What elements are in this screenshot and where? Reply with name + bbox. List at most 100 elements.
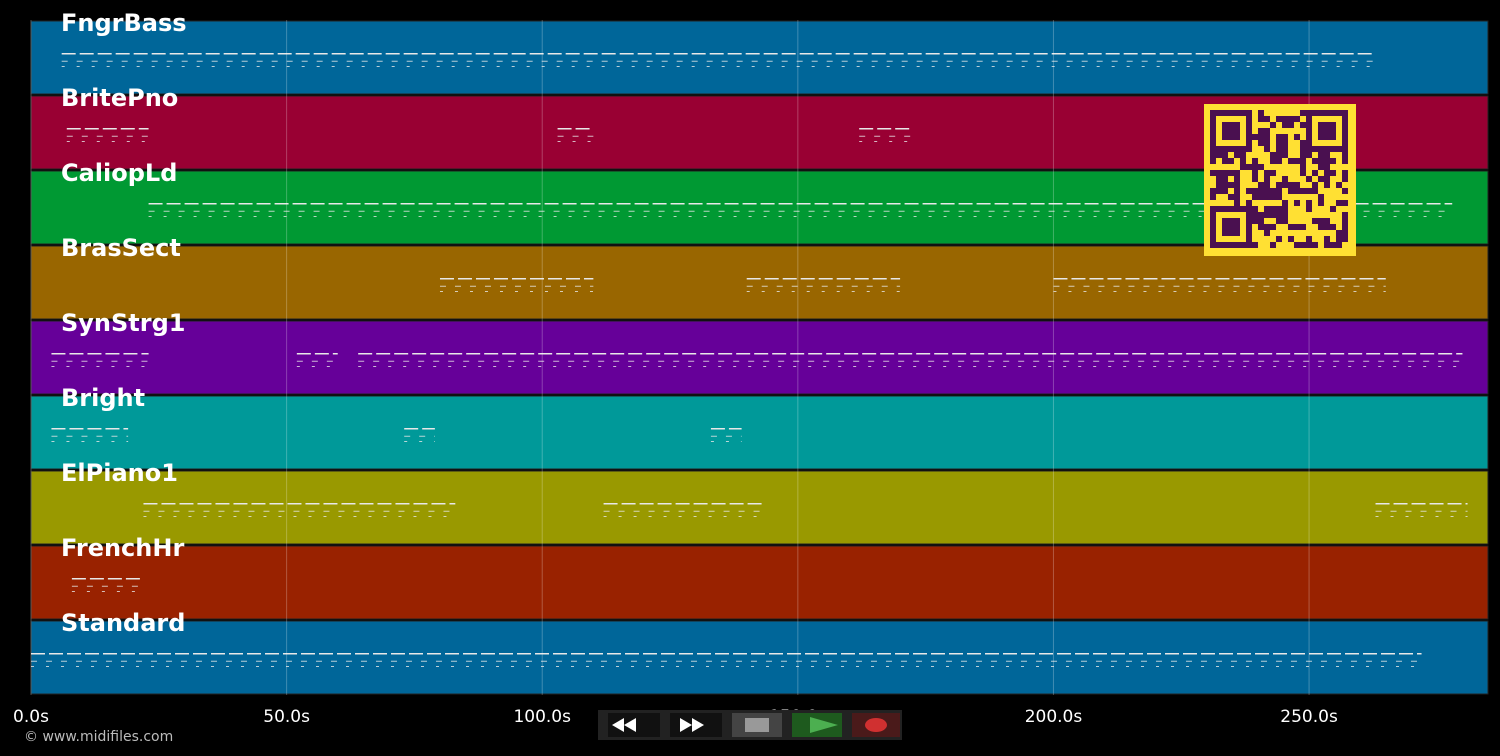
qr-cell: [1300, 224, 1306, 230]
qr-cell: [1312, 170, 1318, 176]
qr-cell: [1252, 158, 1258, 164]
qr-cell: [1288, 158, 1294, 164]
qr-cell: [1294, 182, 1300, 188]
qr-cell: [1342, 170, 1348, 176]
qr-cell: [1270, 242, 1276, 248]
qr-cell: [1312, 110, 1318, 116]
qr-cell: [1246, 116, 1252, 122]
qr-cell: [1270, 194, 1276, 200]
qr-cell: [1240, 152, 1246, 158]
play-icon: [810, 717, 838, 733]
qr-cell: [1258, 218, 1264, 224]
qr-cell: [1324, 158, 1330, 164]
qr-cell: [1228, 158, 1234, 164]
qr-cell: [1342, 188, 1348, 194]
qr-cell: [1210, 236, 1216, 242]
qr-cell: [1300, 110, 1306, 116]
record-button[interactable]: [852, 713, 900, 737]
qr-cell: [1342, 122, 1348, 128]
qr-cell: [1264, 176, 1270, 182]
qr-cell: [1246, 230, 1252, 236]
qr-cell: [1270, 212, 1276, 218]
qr-cell: [1306, 128, 1312, 134]
qr-cell: [1324, 236, 1330, 242]
qr-cell: [1324, 170, 1330, 176]
qr-cell: [1276, 134, 1282, 140]
qr-cell: [1264, 134, 1270, 140]
track-name: Standard: [61, 609, 185, 637]
qr-cell: [1330, 134, 1336, 140]
qr-cell: [1312, 146, 1318, 152]
qr-cell: [1252, 242, 1258, 248]
track-name: ElPiano1: [61, 459, 178, 487]
qr-cell: [1282, 134, 1288, 140]
qr-cell: [1342, 176, 1348, 182]
qr-cell: [1330, 170, 1336, 176]
qr-cell: [1276, 140, 1282, 146]
qr-cell: [1282, 122, 1288, 128]
forward-button[interactable]: [670, 713, 722, 737]
track-name: SynStrg1: [61, 309, 186, 337]
qr-cell: [1276, 182, 1282, 188]
qr-cell: [1216, 182, 1222, 188]
qr-cell: [1282, 200, 1288, 206]
qr-cell: [1318, 152, 1324, 158]
qr-cell: [1342, 158, 1348, 164]
qr-cell: [1246, 134, 1252, 140]
qr-cell: [1210, 134, 1216, 140]
rewind-button[interactable]: [608, 713, 660, 737]
qr-cell: [1342, 212, 1348, 218]
qr-cell: [1306, 134, 1312, 140]
qr-cell: [1282, 152, 1288, 158]
qr-cell: [1222, 122, 1228, 128]
qr-cell: [1276, 218, 1282, 224]
play-button[interactable]: [792, 713, 842, 737]
qr-cell: [1240, 242, 1246, 248]
stop-button[interactable]: [732, 713, 782, 737]
track-row: [30, 320, 1489, 395]
track-name: CaliopLd: [61, 159, 177, 187]
qr-cell: [1246, 164, 1252, 170]
qr-cell: [1282, 176, 1288, 182]
qr-cell: [1342, 146, 1348, 152]
qr-cell: [1306, 152, 1312, 158]
qr-cell: [1282, 206, 1288, 212]
qr-cell: [1282, 212, 1288, 218]
qr-cell: [1288, 224, 1294, 230]
qr-cell: [1258, 164, 1264, 170]
qr-cell: [1306, 146, 1312, 152]
qr-cell: [1264, 194, 1270, 200]
qr-cell: [1222, 128, 1228, 134]
qr-cell: [1336, 146, 1342, 152]
qr-cell: [1324, 218, 1330, 224]
qr-cell: [1270, 158, 1276, 164]
qr-cell: [1210, 230, 1216, 236]
credit: © www.midifiles.com: [24, 729, 173, 745]
qr-cell: [1264, 188, 1270, 194]
qr-cell: [1264, 146, 1270, 152]
qr-cell: [1264, 206, 1270, 212]
qr-cell: [1216, 170, 1222, 176]
track-row: [30, 470, 1489, 545]
qr-cell: [1246, 218, 1252, 224]
rewind-icon: [612, 718, 636, 732]
qr-cell: [1258, 128, 1264, 134]
qr-cell: [1330, 224, 1336, 230]
qr-cell: [1222, 218, 1228, 224]
qr-cell: [1342, 218, 1348, 224]
qr-cell: [1234, 188, 1240, 194]
qr-cell: [1318, 122, 1324, 128]
qr-cell: [1246, 122, 1252, 128]
qr-cell: [1318, 110, 1324, 116]
qr-cell: [1258, 134, 1264, 140]
qr-cell: [1222, 170, 1228, 176]
qr-cell: [1342, 110, 1348, 116]
qr-cell: [1276, 188, 1282, 194]
qr-cell: [1342, 116, 1348, 122]
qr-cell: [1228, 224, 1234, 230]
qr-cell: [1288, 182, 1294, 188]
qr-cell: [1240, 158, 1246, 164]
x-tick-label: 200.0s: [1025, 707, 1083, 727]
qr-cell: [1210, 146, 1216, 152]
